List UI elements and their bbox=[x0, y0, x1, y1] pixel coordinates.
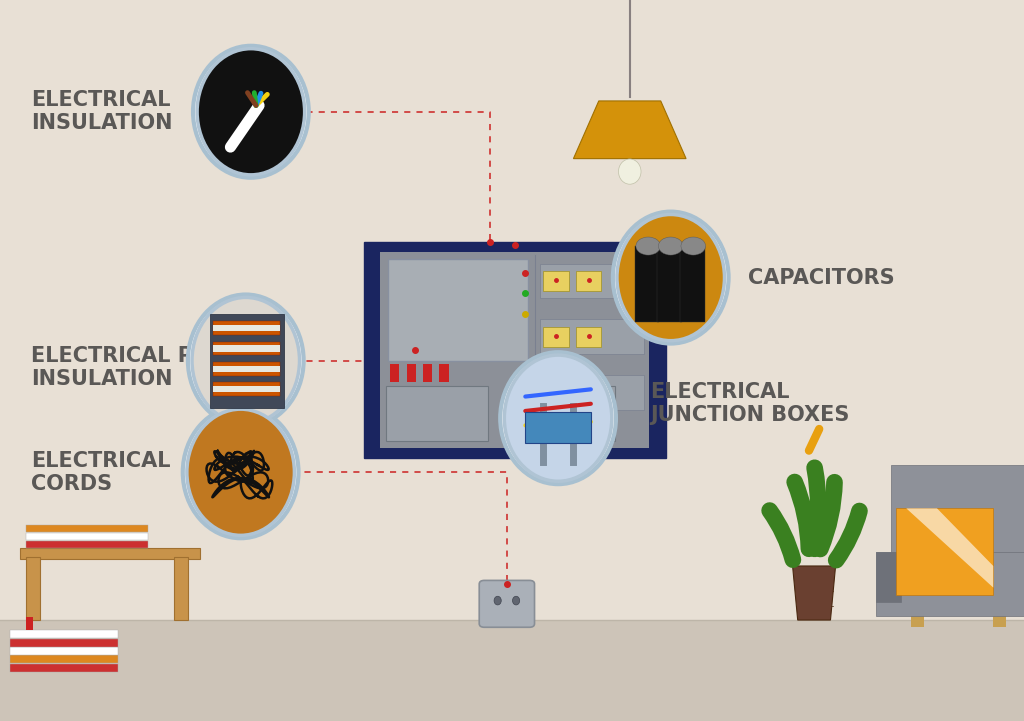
Polygon shape bbox=[906, 508, 993, 588]
Ellipse shape bbox=[186, 410, 295, 535]
Bar bbox=[556, 364, 565, 382]
Bar bbox=[10, 655, 118, 663]
Bar bbox=[541, 375, 644, 410]
Bar bbox=[439, 364, 449, 382]
Bar bbox=[513, 386, 615, 441]
Bar bbox=[544, 327, 569, 347]
Bar bbox=[213, 342, 280, 355]
Ellipse shape bbox=[501, 352, 616, 485]
Bar bbox=[26, 557, 40, 620]
Ellipse shape bbox=[618, 159, 641, 184]
Bar bbox=[26, 533, 148, 540]
Ellipse shape bbox=[658, 237, 683, 255]
Bar bbox=[26, 617, 33, 630]
Bar bbox=[541, 319, 644, 354]
Ellipse shape bbox=[616, 215, 725, 340]
Bar bbox=[540, 364, 549, 382]
Bar bbox=[0, 620, 1024, 721]
Bar bbox=[26, 541, 148, 548]
Bar bbox=[174, 557, 188, 620]
Bar bbox=[213, 325, 280, 332]
Text: CAPACITORS: CAPACITORS bbox=[748, 267, 894, 288]
Bar bbox=[10, 647, 118, 655]
Bar bbox=[680, 246, 705, 322]
Bar bbox=[572, 364, 582, 382]
Bar bbox=[423, 364, 432, 382]
FancyBboxPatch shape bbox=[479, 580, 535, 627]
Bar bbox=[635, 246, 659, 322]
Bar bbox=[896, 508, 993, 595]
Ellipse shape bbox=[182, 407, 299, 538]
Bar bbox=[407, 364, 416, 382]
Bar bbox=[544, 382, 569, 402]
Text: ELECTRICAL PANEL
INSULATION: ELECTRICAL PANEL INSULATION bbox=[31, 346, 252, 389]
Text: ELECTRICAL
JUNCTION BOXES: ELECTRICAL JUNCTION BOXES bbox=[650, 382, 850, 425]
Ellipse shape bbox=[612, 211, 729, 343]
Bar bbox=[575, 271, 601, 291]
Bar bbox=[390, 364, 399, 382]
Ellipse shape bbox=[505, 355, 612, 482]
Ellipse shape bbox=[193, 46, 309, 177]
Bar bbox=[876, 552, 901, 602]
Bar bbox=[10, 630, 118, 638]
Bar bbox=[0, 0, 1024, 620]
Bar bbox=[575, 382, 601, 402]
Bar bbox=[575, 327, 601, 347]
Bar bbox=[20, 548, 200, 559]
Bar bbox=[657, 246, 682, 322]
Bar bbox=[876, 552, 1024, 616]
Bar bbox=[380, 252, 649, 448]
Bar bbox=[525, 412, 591, 443]
Bar bbox=[364, 242, 666, 458]
Bar bbox=[388, 259, 528, 360]
Bar bbox=[213, 366, 280, 372]
Bar bbox=[213, 382, 280, 396]
Ellipse shape bbox=[193, 297, 299, 423]
Ellipse shape bbox=[188, 294, 303, 426]
Bar bbox=[993, 614, 1006, 627]
Ellipse shape bbox=[513, 596, 519, 605]
Bar bbox=[26, 525, 148, 532]
Text: ELECTRICAL
CORDS: ELECTRICAL CORDS bbox=[31, 451, 170, 494]
Bar bbox=[213, 386, 280, 392]
Bar bbox=[541, 264, 644, 298]
Bar bbox=[210, 314, 284, 408]
Bar bbox=[10, 664, 118, 672]
Bar bbox=[213, 322, 280, 335]
Bar bbox=[213, 345, 280, 352]
Bar bbox=[10, 639, 118, 647]
Ellipse shape bbox=[636, 237, 660, 255]
Ellipse shape bbox=[197, 49, 305, 174]
Bar bbox=[523, 364, 532, 382]
Ellipse shape bbox=[494, 596, 502, 605]
Bar bbox=[213, 362, 280, 376]
Ellipse shape bbox=[681, 237, 706, 255]
Bar bbox=[386, 386, 488, 441]
Text: ELECTRICAL
INSULATION: ELECTRICAL INSULATION bbox=[31, 90, 172, 133]
Polygon shape bbox=[793, 566, 836, 620]
Bar bbox=[544, 271, 569, 291]
Bar bbox=[891, 465, 1024, 602]
Polygon shape bbox=[573, 101, 686, 159]
Bar bbox=[911, 614, 924, 627]
